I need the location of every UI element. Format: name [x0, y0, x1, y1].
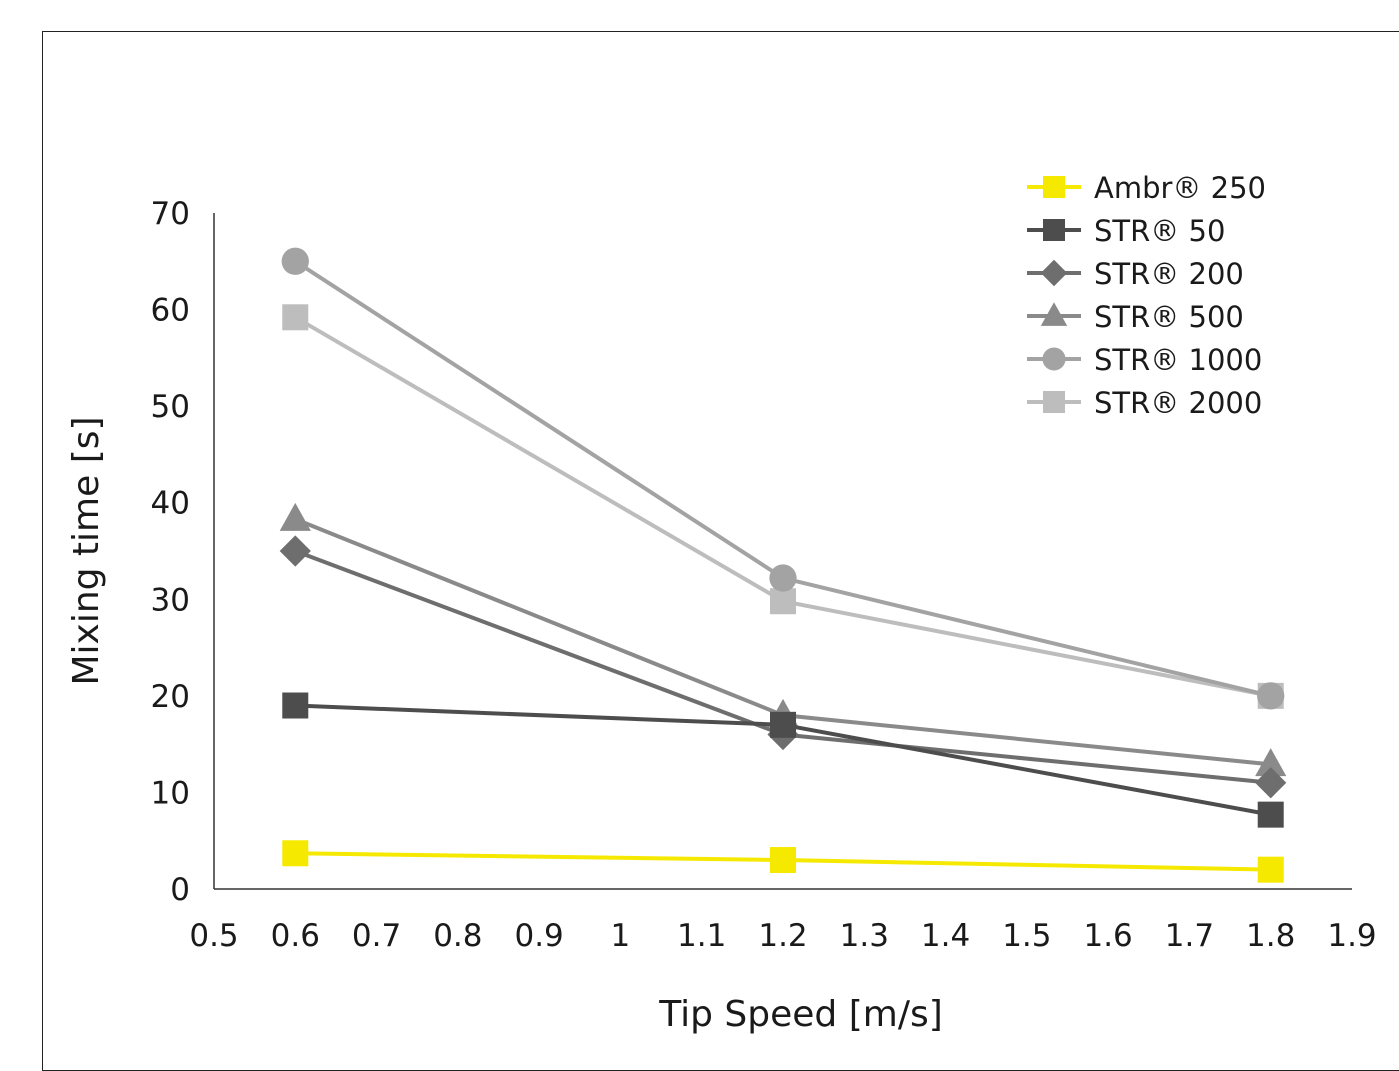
data-point: [1257, 682, 1285, 710]
x-tick-label: 1.5: [1002, 918, 1051, 954]
y-tick-label: 60: [151, 293, 190, 329]
legend-marker: [1042, 347, 1066, 371]
legend-label: Ambr® 250: [1094, 171, 1266, 205]
y-tick-label: 70: [151, 196, 190, 232]
x-tick-label: 1.4: [921, 918, 970, 954]
legend-label: STR® 1000: [1094, 343, 1262, 377]
x-tick-label: 1.8: [1246, 918, 1295, 954]
x-axis-title: Tip Speed [m/s]: [658, 994, 943, 1035]
data-point: [279, 502, 311, 531]
x-tick-label: 1.7: [1165, 918, 1214, 954]
legend-marker: [1043, 219, 1065, 241]
legend-marker: [1040, 259, 1068, 287]
data-point: [282, 304, 309, 331]
data-point: [1257, 856, 1284, 883]
x-tick-label: 0.5: [189, 918, 238, 954]
x-tick-labels: 0.5 0.6 0.7 0.8 0.9 1 1.1 1.2 1.3 1.4 1.5 1.6 1.7 1.8…: [189, 918, 1376, 954]
y-tick-labels: 0 10 20 30 40 50 60 70: [151, 196, 190, 908]
legend-item: STR® 2000: [1027, 386, 1262, 420]
legend-marker: [1040, 302, 1068, 326]
x-tick-label: 1.2: [758, 918, 807, 954]
legend-item: STR® 50: [1027, 214, 1225, 248]
legend-label: STR® 500: [1094, 300, 1244, 334]
series-str-1000: [281, 247, 1285, 710]
chart-frame: [42, 31, 1399, 1071]
x-tick-label: 1: [611, 918, 631, 954]
y-tick-label: 20: [151, 679, 190, 715]
x-tick-label: 1.9: [1327, 918, 1376, 954]
x-tick-label: 0.8: [433, 918, 482, 954]
series-str-50: [282, 692, 1284, 828]
data-point: [279, 535, 311, 567]
x-tick-label: 0.6: [271, 918, 320, 954]
legend-marker: [1043, 176, 1065, 198]
x-tick-label: 0.7: [352, 918, 401, 954]
data-point: [770, 847, 796, 874]
y-axis-title: Mixing time [s]: [66, 416, 107, 685]
data-point: [1255, 748, 1287, 777]
legend-item: STR® 1000: [1027, 343, 1262, 377]
y-tick-label: 40: [151, 486, 190, 522]
x-tick-label: 0.9: [514, 918, 563, 954]
data-point: [282, 692, 309, 719]
legend-item: STR® 500: [1027, 300, 1244, 334]
legend-item: STR® 200: [1027, 257, 1244, 291]
x-tick-label: 1.3: [840, 918, 889, 954]
data-point: [282, 840, 309, 867]
legend-label: STR® 200: [1094, 257, 1244, 291]
data-point: [770, 588, 796, 615]
data-point: [1255, 767, 1287, 799]
y-tick-label: 10: [151, 775, 190, 811]
data-point: [769, 564, 797, 592]
series-ambr-250: [282, 840, 1284, 883]
legend-item: Ambr® 250: [1027, 171, 1266, 205]
x-tick-label: 1.6: [1083, 918, 1132, 954]
x-tick-label: 1.1: [677, 918, 726, 954]
legend-label: STR® 2000: [1094, 386, 1262, 420]
y-tick-label: 50: [151, 389, 190, 425]
data-point: [1257, 801, 1284, 828]
legend-label: STR® 50: [1094, 214, 1225, 248]
axes: [213, 213, 1352, 890]
series-layer: [279, 247, 1287, 883]
y-tick-label: 30: [151, 582, 190, 618]
legend-marker: [1043, 391, 1065, 413]
y-tick-label: 0: [170, 872, 190, 908]
data-point: [770, 711, 796, 738]
data-point: [281, 247, 309, 275]
legend: Ambr® 250 STR® 50 STR® 200 STR® 500 STR® 100…: [1027, 171, 1266, 420]
